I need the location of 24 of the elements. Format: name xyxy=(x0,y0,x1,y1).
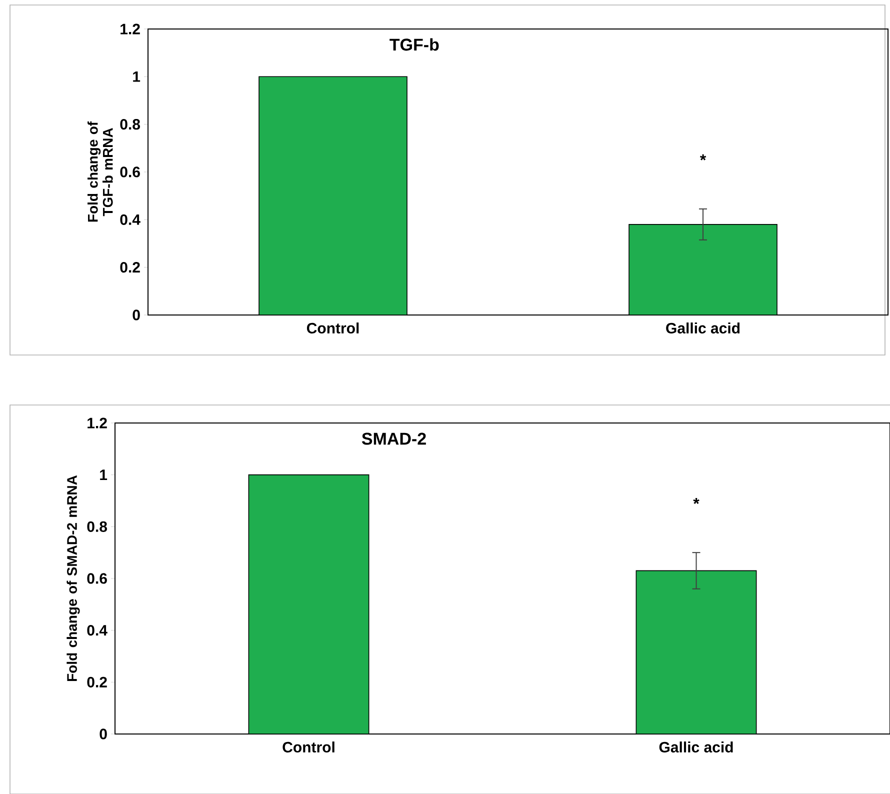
y-tick-label: 1.2 xyxy=(120,24,140,34)
y-tick-label: 0 xyxy=(132,310,140,320)
chart-title: SMAD-2 xyxy=(362,432,426,445)
y-tick-label: 0.2 xyxy=(87,676,107,688)
y-tick-label: 1 xyxy=(133,71,140,82)
y-tick-label: 0.6 xyxy=(120,166,140,178)
y-tick-label: 0.4 xyxy=(120,214,140,225)
x-tick-label: Gallic acid xyxy=(666,322,740,334)
y-tick-label: 0.6 xyxy=(87,573,107,584)
y-axis-title: Fold change of TGF-b mRNA xyxy=(88,121,113,222)
y-tick-label: 1.2 xyxy=(88,418,107,428)
y-tick-label: 1 xyxy=(100,470,108,480)
x-tick-label: Control xyxy=(306,322,359,334)
y-tick-label: 0.2 xyxy=(120,262,140,273)
annotation: * xyxy=(700,154,706,160)
annotation: * xyxy=(693,498,700,504)
y-axis-title: Fold change of SMAD-2 mRNA xyxy=(66,475,80,681)
y-tick-label: 0 xyxy=(100,728,107,740)
x-tick-label: Control xyxy=(282,742,334,753)
y-tick-label: 0.4 xyxy=(87,625,108,636)
y-tick-label: 0.8 xyxy=(120,119,140,130)
chart-title: TGF-b xyxy=(390,38,439,51)
y-tick-label: 0.8 xyxy=(87,521,108,532)
x-tick-label: Gallic acid xyxy=(659,742,733,753)
